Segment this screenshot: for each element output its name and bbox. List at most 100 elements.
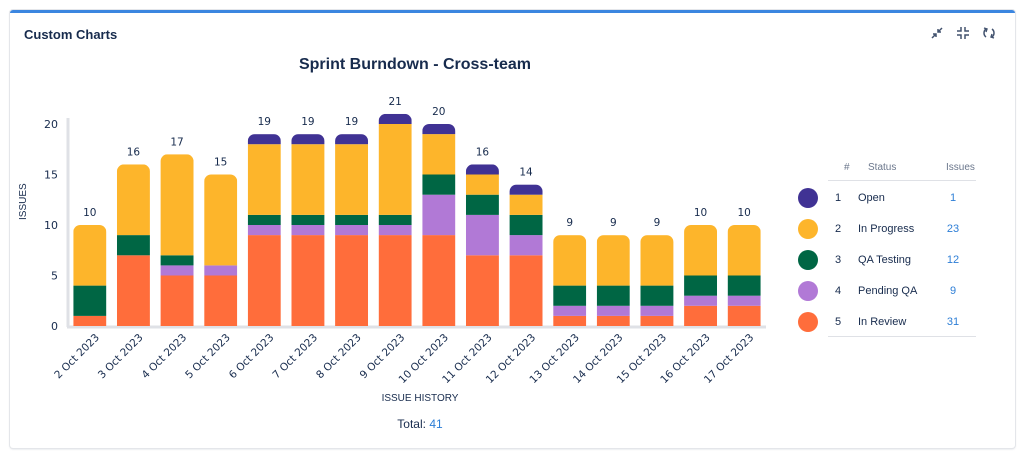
bar-segment-qa-testing[interactable] [378, 214, 412, 225]
bar-segment-in-progress[interactable] [291, 144, 325, 215]
bar-segment-qa-testing[interactable] [335, 214, 369, 225]
bar-segment-pending-qa[interactable] [291, 225, 325, 236]
bar-segment-in-review[interactable] [727, 305, 761, 326]
total-value[interactable]: 41 [429, 417, 443, 431]
bar-segment-qa-testing[interactable] [422, 174, 456, 195]
bar-segment-in-progress[interactable] [596, 235, 630, 286]
bar-total-label: 9 [610, 217, 617, 229]
bar-segment-open[interactable] [291, 134, 325, 145]
bar-segment-in-review[interactable] [596, 315, 630, 326]
bar-stack[interactable] [160, 154, 194, 327]
bar-stack[interactable] [73, 225, 107, 326]
bar-segment-pending-qa[interactable] [684, 295, 718, 306]
bar-segment-qa-testing[interactable] [553, 285, 587, 306]
bar-segment-pending-qa[interactable] [160, 265, 194, 276]
collapse-icon[interactable] [955, 25, 971, 41]
bar-stack[interactable] [553, 235, 587, 326]
legend-row-issue-count[interactable]: 9 [949, 285, 957, 297]
bar-stack[interactable] [684, 225, 718, 326]
bar-segment-in-progress[interactable] [73, 225, 107, 286]
bar-segment-qa-testing[interactable] [509, 214, 543, 236]
bar-segment-in-progress[interactable] [640, 235, 674, 286]
bar-segment-pending-qa[interactable] [596, 305, 630, 316]
bar-segment-pending-qa[interactable] [247, 225, 281, 236]
bar-segment-in-progress[interactable] [378, 124, 412, 215]
bar-segment-open[interactable] [509, 184, 543, 195]
bar-segment-qa-testing[interactable] [465, 194, 499, 215]
legend-row-issue-count[interactable]: 1 [949, 192, 957, 204]
bar-segment-qa-testing[interactable] [291, 214, 325, 225]
bar-stack[interactable] [509, 184, 543, 326]
bar-segment-in-progress[interactable] [684, 225, 718, 276]
bar-segment-open[interactable] [247, 134, 281, 145]
bar-segment-in-review[interactable] [553, 315, 587, 326]
bar-segment-qa-testing[interactable] [247, 214, 281, 225]
legend-row-status: In Review [858, 316, 907, 328]
bar-segment-in-review[interactable] [116, 255, 150, 326]
bar-segment-pending-qa[interactable] [509, 235, 543, 256]
bar-segment-in-progress[interactable] [204, 174, 238, 266]
legend-row: 4 Pending QA 9 [798, 279, 988, 303]
x-axis-title: ISSUE HISTORY [381, 393, 459, 404]
bar-segment-pending-qa[interactable] [465, 214, 499, 256]
bar-segment-in-review[interactable] [335, 235, 369, 326]
bar-segment-pending-qa[interactable] [553, 305, 587, 316]
bar-stack[interactable] [378, 113, 412, 326]
legend-row-issue-count[interactable]: 12 [946, 254, 960, 266]
bar-segment-in-review[interactable] [73, 315, 107, 326]
bar-segment-in-review[interactable] [465, 255, 499, 326]
bar-segment-in-review[interactable] [684, 305, 718, 326]
bar-segment-pending-qa[interactable] [378, 225, 412, 236]
bar-total-label: 19 [345, 116, 358, 128]
bar-stack[interactable] [204, 174, 238, 327]
bar-segment-in-review[interactable] [378, 235, 412, 326]
bar-segment-qa-testing[interactable] [116, 235, 150, 256]
bar-stack[interactable] [291, 134, 325, 326]
refresh-icon[interactable] [981, 25, 997, 41]
bar-stack[interactable] [335, 134, 369, 326]
legend-row-issue-count[interactable]: 23 [946, 223, 960, 235]
bar-segment-qa-testing[interactable] [727, 275, 761, 296]
bar-segment-pending-qa[interactable] [204, 265, 238, 276]
bar-segment-pending-qa[interactable] [640, 305, 674, 316]
legend-row-issue-count[interactable]: 31 [946, 316, 960, 328]
bar-segment-open[interactable] [422, 124, 456, 135]
bar-segment-pending-qa[interactable] [422, 194, 456, 236]
bar-segment-pending-qa[interactable] [727, 295, 761, 306]
bar-segment-qa-testing[interactable] [684, 275, 718, 296]
bar-segment-in-progress[interactable] [160, 154, 194, 256]
bar-segment-in-review[interactable] [204, 275, 238, 327]
bar-segment-in-progress[interactable] [247, 144, 281, 215]
bar-segment-in-review[interactable] [422, 235, 456, 326]
bar-total-label: 10 [738, 207, 751, 219]
bar-segment-in-review[interactable] [160, 275, 194, 327]
bar-stack[interactable] [116, 164, 150, 326]
bar-segment-in-progress[interactable] [465, 174, 499, 195]
bar-stack[interactable] [727, 225, 761, 326]
bar-segment-pending-qa[interactable] [335, 225, 369, 236]
bar-segment-open[interactable] [378, 113, 412, 124]
bar-segment-open[interactable] [335, 134, 369, 145]
bar-stack[interactable] [247, 134, 281, 326]
bar-segment-in-progress[interactable] [422, 134, 456, 175]
bar-total-label: 14 [519, 167, 533, 179]
bar-segment-in-review[interactable] [509, 255, 543, 326]
bar-segment-in-progress[interactable] [335, 144, 369, 215]
bar-segment-in-review[interactable] [640, 315, 674, 326]
minimize-arrows-icon[interactable] [929, 25, 945, 41]
bar-segment-qa-testing[interactable] [73, 285, 107, 316]
bar-segment-in-progress[interactable] [509, 194, 543, 215]
bar-stack[interactable] [640, 235, 674, 326]
bar-stack[interactable] [422, 124, 456, 326]
bar-segment-in-progress[interactable] [727, 225, 761, 276]
bar-stack[interactable] [465, 164, 499, 326]
bar-segment-qa-testing[interactable] [160, 255, 194, 266]
bar-segment-qa-testing[interactable] [596, 285, 630, 306]
bar-segment-in-review[interactable] [247, 235, 281, 326]
bar-segment-qa-testing[interactable] [640, 285, 674, 306]
bar-segment-in-progress[interactable] [553, 235, 587, 286]
bar-segment-in-progress[interactable] [116, 164, 150, 236]
bar-stack[interactable] [596, 235, 630, 326]
bar-segment-in-review[interactable] [291, 235, 325, 326]
bar-segment-open[interactable] [465, 164, 499, 175]
